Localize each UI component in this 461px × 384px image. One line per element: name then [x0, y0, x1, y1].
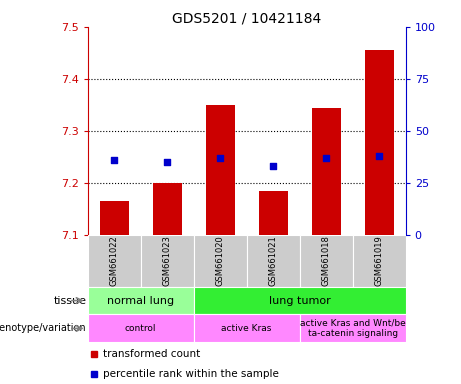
- Text: normal lung: normal lung: [107, 296, 174, 306]
- Point: [269, 163, 277, 169]
- Point: [322, 155, 330, 161]
- Bar: [100, 201, 129, 235]
- Text: GSM661019: GSM661019: [375, 235, 384, 286]
- Bar: [194, 314, 300, 343]
- Bar: [153, 183, 182, 235]
- Text: active Kras: active Kras: [221, 324, 272, 333]
- Text: transformed count: transformed count: [103, 349, 201, 359]
- Bar: [300, 235, 353, 286]
- Text: percentile rank within the sample: percentile rank within the sample: [103, 369, 279, 379]
- Bar: [300, 314, 406, 343]
- Title: GDS5201 / 10421184: GDS5201 / 10421184: [172, 12, 321, 26]
- Text: GSM661020: GSM661020: [216, 235, 225, 286]
- Bar: [88, 286, 194, 314]
- Bar: [353, 235, 406, 286]
- Bar: [88, 235, 141, 286]
- Bar: [312, 108, 341, 235]
- Bar: [88, 314, 194, 343]
- Text: control: control: [125, 324, 156, 333]
- Text: GSM661021: GSM661021: [269, 235, 278, 286]
- Bar: [194, 235, 247, 286]
- Text: lung tumor: lung tumor: [269, 296, 331, 306]
- Bar: [247, 235, 300, 286]
- Text: GSM661022: GSM661022: [110, 235, 118, 286]
- Text: GSM661018: GSM661018: [322, 235, 331, 286]
- Text: active Kras and Wnt/be
ta-catenin signaling: active Kras and Wnt/be ta-catenin signal…: [300, 319, 406, 338]
- Bar: [194, 286, 406, 314]
- Bar: [141, 235, 194, 286]
- Text: tissue: tissue: [53, 296, 87, 306]
- Bar: [365, 50, 394, 235]
- Bar: [206, 105, 235, 235]
- Point: [110, 157, 118, 163]
- Point: [163, 159, 171, 166]
- Point: [216, 155, 224, 161]
- Point: [375, 153, 383, 159]
- Text: genotype/variation: genotype/variation: [0, 323, 87, 333]
- Text: GSM661023: GSM661023: [163, 235, 171, 286]
- Bar: [259, 191, 288, 235]
